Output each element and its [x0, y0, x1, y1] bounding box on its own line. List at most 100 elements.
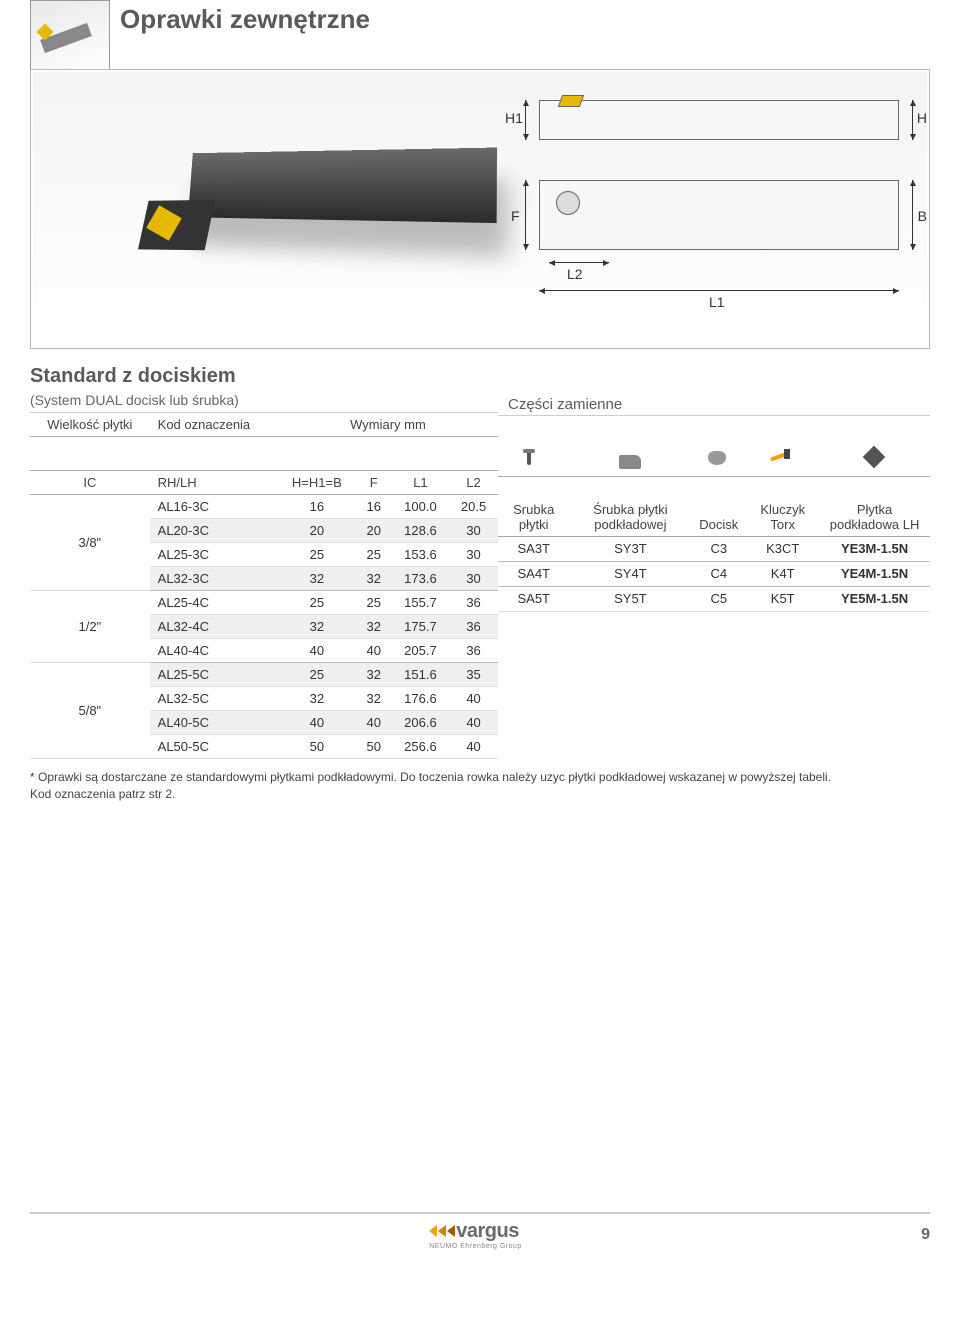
logo-sub: NEUMO Ehrenberg Group: [429, 1243, 522, 1250]
cell-l2: 35: [449, 663, 498, 687]
col-srubka: Srubka płytki: [498, 476, 569, 536]
cell-l2: 40: [449, 687, 498, 711]
cell-l1: 151.6: [392, 663, 449, 687]
cell-l2: 36: [449, 615, 498, 639]
cell-code: AL20-3C: [150, 519, 278, 543]
cell-h: 40: [278, 639, 356, 663]
col-ic-group: Wielkość płytki: [30, 413, 150, 437]
cell-h: 25: [278, 663, 356, 687]
cell-f: 20: [356, 519, 392, 543]
cell-code: AL16-3C: [150, 495, 278, 519]
cell-l1: 100.0: [392, 495, 449, 519]
cell-code: AL25-4C: [150, 591, 278, 615]
parts-cell-plytka: YE3M-1.5N: [819, 536, 930, 561]
torx-key-icon: [770, 449, 796, 469]
cell-l2: 36: [449, 639, 498, 663]
cell-h: 32: [278, 615, 356, 639]
cell-l1: 206.6: [392, 711, 449, 735]
parts-cell-docisk: C5: [691, 586, 746, 611]
cell-code: AL50-5C: [150, 735, 278, 759]
parts-cell-srubka_pod: SY5T: [569, 586, 691, 611]
col-dims-group: Wymiary mm: [278, 413, 498, 437]
cell-l2: 40: [449, 735, 498, 759]
ic-cell: 5/8": [30, 663, 150, 759]
cell-l1: 128.6: [392, 519, 449, 543]
logo-text: vargus: [456, 1220, 519, 1243]
cell-l1: 256.6: [392, 735, 449, 759]
cell-l1: 176.6: [392, 687, 449, 711]
table-row: 1/2"AL25-4C2525155.736: [30, 591, 498, 615]
cell-l1: 173.6: [392, 567, 449, 591]
parts-cell-srubka: SA3T: [498, 536, 569, 561]
cell-f: 40: [356, 711, 392, 735]
parts-cell-klucz: K4T: [746, 561, 819, 586]
cell-l1: 205.7: [392, 639, 449, 663]
cell-h: 25: [278, 543, 356, 567]
clamp-icon: [706, 449, 732, 469]
parts-cell-srubka: SA4T: [498, 561, 569, 586]
parts-title: Części zamienne: [498, 390, 930, 416]
cell-code: AL32-4C: [150, 615, 278, 639]
table-row: 3/8"AL16-3C1616100.020.5: [30, 495, 498, 519]
parts-cell-srubka_pod: SY3T: [569, 536, 691, 561]
cell-l1: 155.7: [392, 591, 449, 615]
col-code-group: Kod oznaczenia: [150, 413, 278, 437]
section-subtitle: (System DUAL docisk lub śrubka): [30, 392, 498, 413]
cell-h: 32: [278, 687, 356, 711]
dim-f: F: [511, 208, 520, 224]
cell-l2: 30: [449, 543, 498, 567]
cell-code: AL40-5C: [150, 711, 278, 735]
cell-f: 32: [356, 567, 392, 591]
dimension-schematic: H1 H F B L2 L1: [539, 100, 899, 250]
shim-plate-icon: [862, 449, 888, 469]
col-docisk: Docisk: [691, 476, 746, 536]
col-klucz: Kluczyk Torx: [746, 476, 819, 536]
col-f: F: [356, 471, 392, 495]
parts-cell-klucz: K5T: [746, 586, 819, 611]
section-title: Standard z dociskiem: [30, 365, 930, 388]
col-l2: L2: [449, 471, 498, 495]
page-title: Oprawki zewnętrzne: [120, 0, 370, 35]
dim-b: B: [918, 208, 927, 224]
cell-h: 16: [278, 495, 356, 519]
cell-code: AL25-3C: [150, 543, 278, 567]
col-srubka-pod: Śrubka płytki podkładowej: [569, 476, 691, 536]
cell-f: 32: [356, 615, 392, 639]
cell-l2: 40: [449, 711, 498, 735]
product-thumbnail: [30, 0, 110, 70]
cell-f: 25: [356, 591, 392, 615]
parts-cell-plytka: YE5M-1.5N: [819, 586, 930, 611]
cell-l1: 175.7: [392, 615, 449, 639]
col-plytka: Płytka podkładowa LH: [819, 476, 930, 536]
parts-cell-srubka: SA5T: [498, 586, 569, 611]
cell-f: 32: [356, 687, 392, 711]
parts-cell-klucz: K3CT: [746, 536, 819, 561]
cell-h: 25: [278, 591, 356, 615]
col-l1: L1: [392, 471, 449, 495]
ic-cell: 3/8": [30, 495, 150, 591]
page-footer: vargus NEUMO Ehrenberg Group 9: [30, 1212, 930, 1250]
ic-cell: 1/2": [30, 591, 150, 663]
cell-h: 40: [278, 711, 356, 735]
col-ic: IC: [30, 471, 150, 495]
cell-f: 40: [356, 639, 392, 663]
cell-l2: 20.5: [449, 495, 498, 519]
table-row: 5/8"AL25-5C2532151.635: [30, 663, 498, 687]
cell-code: AL25-5C: [150, 663, 278, 687]
parts-cell-docisk: C4: [691, 561, 746, 586]
cell-code: AL40-4C: [150, 639, 278, 663]
parts-cell-srubka_pod: SY4T: [569, 561, 691, 586]
col-rhlh: RH/LH: [150, 471, 278, 495]
cell-code: AL32-5C: [150, 687, 278, 711]
hero-illustration: [111, 120, 491, 260]
brand-logo: vargus: [429, 1220, 522, 1243]
hero-panel: H1 H F B L2 L1: [30, 69, 930, 349]
footnote-line-2: Kod oznaczenia patrz str 2.: [30, 786, 930, 803]
cell-l2: 30: [449, 519, 498, 543]
shim-screw-icon: [619, 455, 641, 469]
cell-h: 32: [278, 567, 356, 591]
screw-icon: [521, 449, 547, 469]
footnote-line-1: * Oprawki są dostarczane ze standardowym…: [30, 769, 930, 786]
cell-f: 25: [356, 543, 392, 567]
cell-f: 50: [356, 735, 392, 759]
